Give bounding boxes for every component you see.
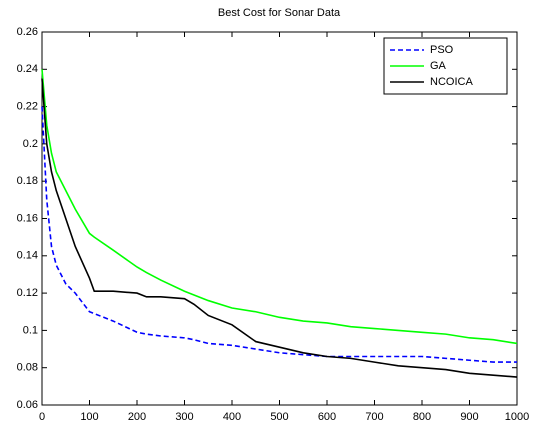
line-series bbox=[41, 69, 518, 345]
x-tick-label: 800 bbox=[413, 411, 431, 423]
y-tick-label: 0.1 bbox=[23, 324, 38, 336]
y-tick-label: 0.26 bbox=[17, 26, 38, 38]
legend-label: GA bbox=[430, 60, 447, 72]
line-series bbox=[41, 106, 517, 363]
x-tick-label: 600 bbox=[318, 411, 336, 423]
y-tick-label: 0.06 bbox=[17, 399, 38, 411]
y-tick-label: 0.22 bbox=[17, 101, 38, 113]
line-series bbox=[41, 78, 518, 378]
y-tick-label: 0.24 bbox=[17, 63, 38, 75]
chart-title: Best Cost for Sonar Data bbox=[218, 7, 341, 19]
y-tick-label: 0.16 bbox=[17, 212, 38, 224]
x-tick-label: 400 bbox=[223, 411, 241, 423]
y-tick-label: 0.2 bbox=[23, 138, 38, 150]
x-tick-label: 1000 bbox=[505, 411, 529, 423]
x-tick-label: 200 bbox=[128, 411, 146, 423]
legend-label: NCOICA bbox=[430, 76, 473, 88]
x-tick-label: 700 bbox=[365, 411, 383, 423]
y-tick-label: 0.08 bbox=[17, 362, 38, 374]
x-tick-label: 500 bbox=[270, 411, 288, 423]
legend-label: PSO bbox=[430, 44, 454, 56]
y-tick-label: 0.18 bbox=[17, 175, 38, 187]
x-tick-label: 900 bbox=[460, 411, 478, 423]
y-tick-label: 0.12 bbox=[17, 287, 38, 299]
x-tick-label: 0 bbox=[39, 411, 45, 423]
x-tick-label: 300 bbox=[175, 411, 193, 423]
y-tick-label: 0.14 bbox=[17, 250, 38, 262]
x-tick-label: 100 bbox=[80, 411, 98, 423]
